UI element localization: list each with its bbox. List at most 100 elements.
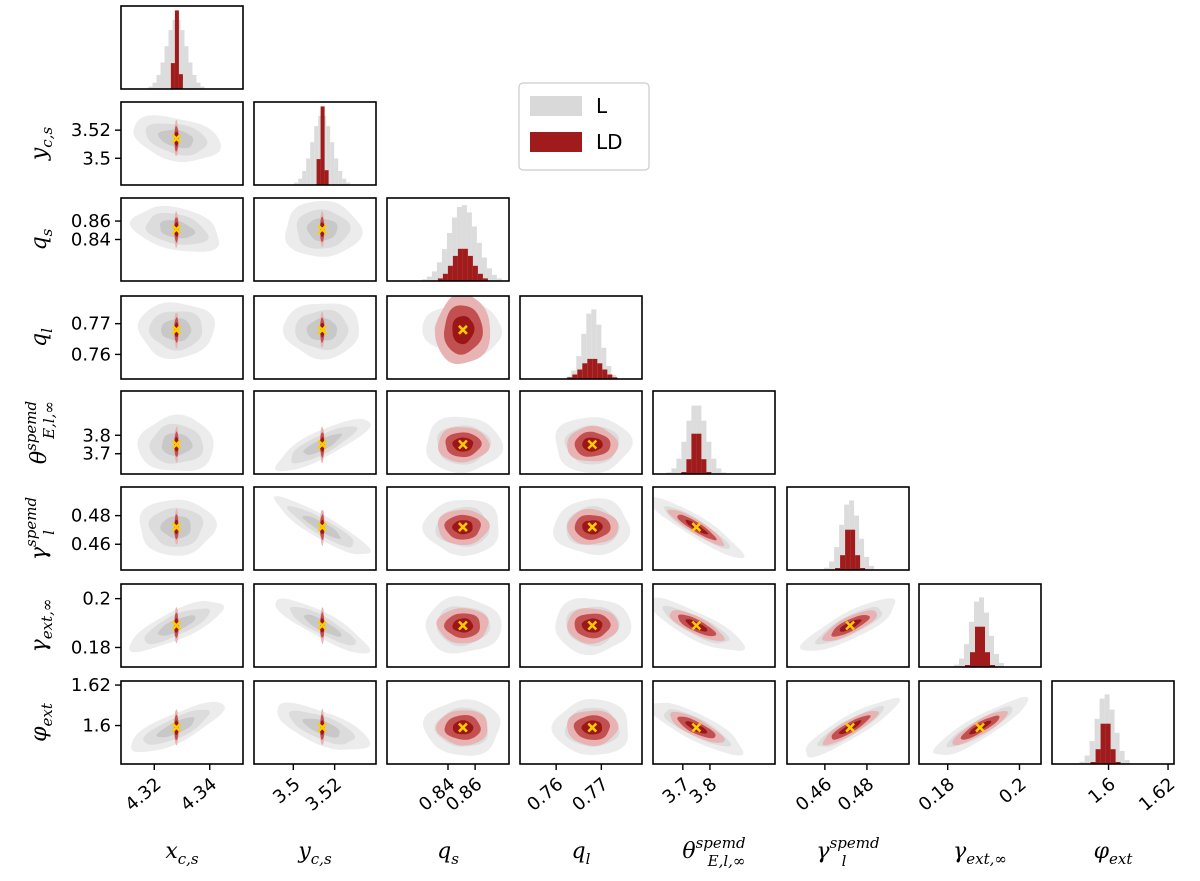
hist-bin (969, 621, 974, 667)
hist-bin (864, 556, 870, 570)
hist-bin (681, 441, 687, 474)
hist-bin (840, 555, 846, 570)
hist-bin (471, 226, 477, 281)
hist-bin (606, 365, 612, 379)
hist-bin (188, 62, 193, 89)
panel-frame (253, 486, 377, 571)
hist-bin (496, 278, 502, 281)
hist-bin (196, 82, 201, 89)
x-axis-label-phi_ext: φext (1094, 839, 1134, 868)
panel-theta-vs-ql (519, 390, 643, 475)
hist-bin (989, 635, 994, 667)
hist-bin (577, 369, 583, 379)
y-tick-label: 3.5 (82, 148, 111, 169)
hist-bin (586, 313, 592, 379)
truth-marker (691, 522, 702, 532)
hist-bin (701, 420, 707, 474)
hist-bin (318, 115, 323, 185)
panel-frame (386, 486, 510, 571)
hist-bin (306, 158, 311, 185)
panel-gamma_ext-vs-theta (652, 583, 776, 668)
histogram-LD-xcs (170, 10, 183, 89)
hist-bin (1100, 723, 1106, 764)
y-tick-label: 0.86 (71, 211, 111, 232)
legend-label-L: L (596, 94, 608, 118)
hist-bin (1119, 750, 1125, 764)
y-tick-label: 1.6 (82, 716, 111, 737)
panel-gamma_l-vs-ycs (253, 486, 377, 571)
panel-frame (120, 486, 244, 571)
x-tick-label: 0.76 (523, 774, 567, 816)
panel-frame (652, 583, 776, 668)
histogram-LD-gamma_ext (965, 626, 995, 667)
panel-frame (519, 486, 643, 571)
hist-bin (452, 255, 458, 281)
panel-ql-vs-ql (519, 295, 643, 380)
hist-bin (447, 265, 453, 281)
hist-bin (1124, 759, 1130, 764)
panel-frame (120, 101, 244, 186)
hist-bin (999, 662, 1004, 667)
hist-bin (959, 658, 964, 667)
hist-bin (326, 126, 331, 185)
hist-bin (567, 377, 573, 379)
hist-bin (302, 171, 307, 185)
hist-bin (441, 249, 447, 281)
x-tick-label: 1.6 (1084, 774, 1119, 808)
panel-frame (253, 390, 377, 475)
panel-qs-vs-xcs: 0.840.86 (71, 197, 244, 282)
x-tick-label: 4.34 (177, 774, 221, 816)
y-tick-label: 0.77 (71, 314, 111, 335)
hist-bin (597, 363, 603, 379)
legend: L LD (518, 82, 650, 171)
y-tick-label: 3.52 (71, 120, 111, 141)
panel-frame (120, 390, 244, 475)
truth-marker (587, 722, 598, 733)
truth-marker (171, 439, 182, 450)
histogram-LD-qs (437, 248, 488, 281)
hist-bin (466, 212, 472, 281)
hist-bin (178, 74, 183, 89)
panel-ql-vs-ycs (253, 295, 377, 380)
y-tick-label: 0.84 (71, 230, 111, 251)
hist-bin (442, 273, 448, 281)
hist-bin (320, 106, 325, 185)
hist-bin (294, 182, 299, 185)
hist-bin (437, 278, 443, 281)
hist-bin (451, 217, 457, 281)
hist-bin (612, 377, 618, 379)
hist-bin (1105, 723, 1111, 764)
hist-bin (1110, 749, 1116, 764)
hist-bin (310, 142, 315, 185)
hist-bin (1094, 718, 1100, 764)
panel-frame (519, 390, 643, 475)
hist-bin (591, 309, 597, 379)
hist-bin (330, 142, 335, 185)
panel-gamma_ext-vs-xcs: 0.18 0.2 (71, 583, 244, 668)
x-tick-label: 1.62 (1135, 774, 1179, 816)
panel-frame (386, 295, 510, 380)
panel-frame (786, 486, 910, 571)
panel-ycs-vs-xcs: 3.5 3.52 (71, 101, 244, 186)
hist-bin (691, 433, 697, 474)
legend-swatch-L (530, 96, 582, 116)
truth-marker (171, 522, 182, 532)
hist-bin (572, 374, 578, 379)
x-tick-label: 0.48 (834, 774, 878, 816)
panel-xcs-vs-xcs (120, 5, 244, 90)
y-axis-label-theta: θspemdE,l,∞ (22, 401, 58, 464)
hist-bin (845, 529, 851, 570)
truth-marker (458, 620, 468, 631)
truth-marker (587, 620, 598, 631)
legend-label-LD: LD (596, 130, 623, 154)
panel-theta-vs-qs (386, 390, 510, 475)
panel-phi_ext-vs-ql: 0.76 0.77 (519, 680, 643, 816)
hist-bin (152, 82, 157, 89)
hist-bin (174, 10, 179, 89)
hist-bin (472, 265, 478, 281)
panel-frame (1051, 680, 1175, 765)
hist-bin (592, 358, 598, 379)
hist-bin (850, 529, 856, 570)
panel-ycs-vs-ycs (253, 101, 377, 186)
truth-marker (317, 224, 328, 235)
